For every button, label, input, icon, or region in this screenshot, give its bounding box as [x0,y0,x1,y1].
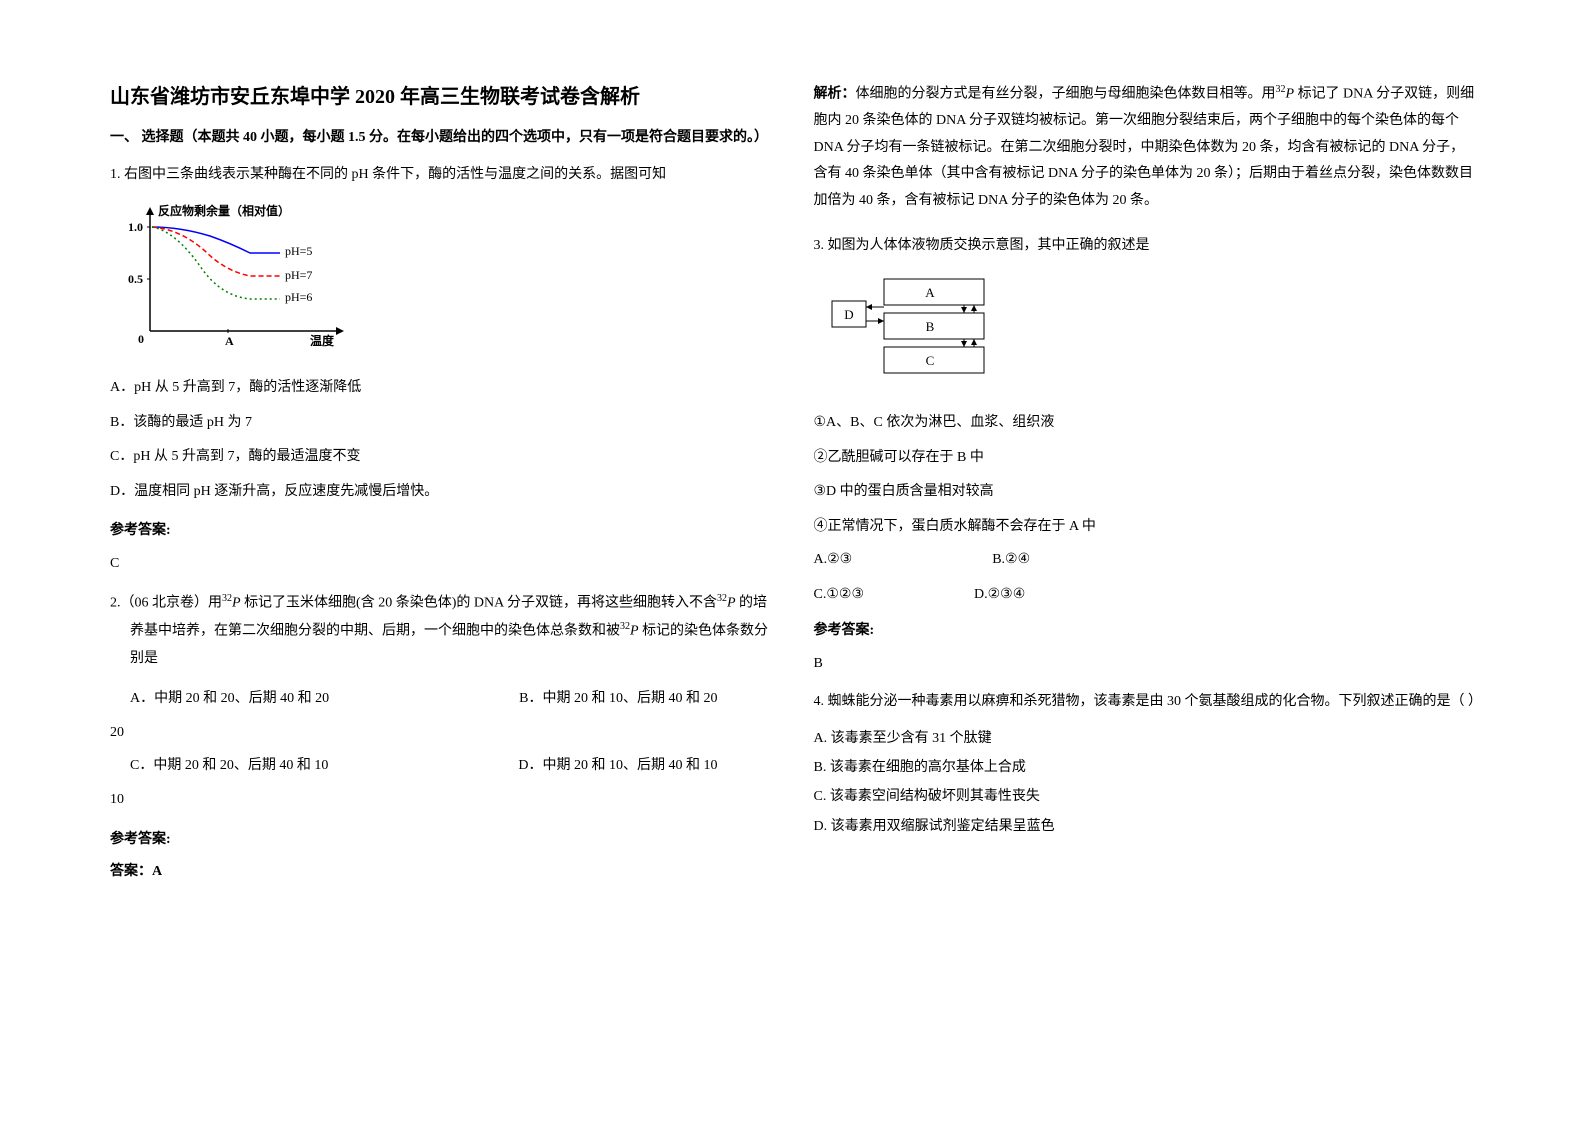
q1-option-b: B．该酶的最适 pH 为 7 [110,408,774,439]
section-header: 一、 选择题（本题共 40 小题，每小题 1.5 分。在每小题给出的四个选项中，… [110,125,774,150]
question-2: 2.（06 北京卷）用32P 标记了玉米体细胞(含 20 条染色体)的 DNA … [110,589,774,886]
box-b-label: B [925,319,934,334]
q3-option-d: D.②③④ [974,582,1025,609]
q3-stmt-1: ①A、B、C 依次为淋巴、血浆、组织液 [814,408,1478,439]
q3-stmt-4: ④正常情况下，蛋白质水解酶不会存在于 A 中 [814,512,1478,543]
q2-option-d: D．中期 20 和 10、后期 40 和 10 [518,758,717,773]
q3-option-b: B.②④ [992,547,1030,574]
q3-stmt-2: ②乙酰胆碱可以存在于 B 中 [814,443,1478,474]
curve-label-ph6: pH=6 [285,290,312,304]
q2-option-b: B．中期 20 和 10、后期 40 和 20 [519,691,717,706]
chart-x-label: 温度 [310,333,335,348]
q3-options-row1: A.②③ B.②④ [814,547,1478,574]
q1-chart: 反应物剩余量（相对值） 1.0 0.5 0 A 温度 pH=5 pH=7 [120,201,774,361]
q3-text: 3. 如图为人体体液物质交换示意图，其中正确的叙述是 [814,233,1478,260]
q4-text: 4. 蜘蛛能分泌一种毒素用以麻痹和杀死猎物，该毒素是由 30 个氨基酸组成的化合… [814,689,1478,716]
question-4: 4. 蜘蛛能分泌一种毒素用以麻痹和杀死猎物，该毒素是由 30 个氨基酸组成的化合… [814,689,1478,838]
question-3: 3. 如图为人体体液物质交换示意图，其中正确的叙述是 A B C D [814,233,1478,678]
curve-label-ph5: pH=5 [285,244,312,258]
q4-options: A. 该毒素至少含有 31 个肽键 B. 该毒素在细胞的高尔基体上合成 C. 该… [814,726,1478,839]
q3-statements: ①A、B、C 依次为淋巴、血浆、组织液 ②乙酰胆碱可以存在于 B 中 ③D 中的… [814,408,1478,543]
chart-ytick-05: 0.5 [128,272,143,286]
q2-option-a: A．中期 20 和 20、后期 40 和 20 [130,691,329,706]
chart-ytick-1: 1.0 [128,220,143,234]
q1-options: A．pH 从 5 升高到 7，酶的活性逐渐降低 B．该酶的最适 pH 为 7 C… [110,373,774,508]
explain-text-1: 体细胞的分裂方式是有丝分裂，子细胞与母细胞染色体数目相等。用 [856,87,1276,102]
q2-explanation: 解析：体细胞的分裂方式是有丝分裂，子细胞与母细胞染色体数目相等。用32P 标记了… [814,80,1478,215]
q2-option-c: C．中期 20 和 20、后期 40 和 10 [130,758,328,773]
box-d-label: D [844,307,853,322]
chart-ytick-0: 0 [138,332,144,346]
q4-option-c: C. 该毒素空间结构破坏则其毒性丧失 [814,784,1478,809]
q2-options: A．中期 20 和 20、后期 40 和 20 B．中期 20 和 10、后期 4… [110,682,774,816]
q3-option-a: A.②③ [814,547,853,574]
q3-diagram: A B C D [824,271,1478,392]
q1-option-c: C．pH 从 5 升高到 7，酶的最适温度不变 [110,442,774,473]
q2-answer-label: 参考答案: [110,827,774,854]
isotope-label-3: 32 [620,621,630,632]
isotope-label-2: 32 [717,593,727,604]
chart-y-title: 反应物剩余量（相对值） [158,203,290,218]
box-a-label: A [925,285,935,300]
q4-option-d: D. 该毒素用双缩脲试剂鉴定结果呈蓝色 [814,814,1478,839]
explain-label: 解析： [814,87,856,102]
q3-answer-label: 参考答案: [814,618,1478,645]
enzyme-chart-svg: 反应物剩余量（相对值） 1.0 0.5 0 A 温度 pH=5 pH=7 [120,201,380,361]
q3-option-c: C.①②③ [814,582,865,609]
curve-label-ph7: pH=7 [285,268,312,282]
q4-option-b: B. 该毒素在细胞的高尔基体上合成 [814,755,1478,780]
q3-options-row2: C.①②③ D.②③④ [814,582,1478,609]
q3-stmt-3: ③D 中的蛋白质含量相对较高 [814,477,1478,508]
q4-option-a: A. 该毒素至少含有 31 个肽键 [814,726,1478,751]
q2-text: 2.（06 北京卷）用32P 标记了玉米体细胞(含 20 条染色体)的 DNA … [110,589,774,672]
chart-x-mark: A [225,334,234,348]
q1-answer: C [110,551,774,578]
q1-text: 1. 右图中三条曲线表示某种酶在不同的 pH 条件下，酶的活性与温度之间的关系。… [110,162,774,189]
q2-answer: 答案：A [110,859,774,886]
exam-title: 山东省潍坊市安丘东埠中学 2020 年高三生物联考试卷含解析 [110,80,774,109]
body-fluid-diagram-svg: A B C D [824,271,994,381]
q3-answer: B [814,651,1478,678]
q1-option-a: A．pH 从 5 升高到 7，酶的活性逐渐降低 [110,373,774,404]
explain-text-2: 标记了 DNA 分子双链，则细胞内 20 条染色体的 DNA 分子双链均被标记。… [814,87,1475,208]
question-1: 1. 右图中三条曲线表示某种酶在不同的 pH 条件下，酶的活性与温度之间的关系。… [110,162,774,577]
box-c-label: C [925,353,934,368]
q1-answer-label: 参考答案: [110,518,774,545]
isotope-label-1: 32 [222,593,232,604]
q1-option-d: D．温度相同 pH 逐渐升高，反应速度先减慢后增快。 [110,477,774,508]
